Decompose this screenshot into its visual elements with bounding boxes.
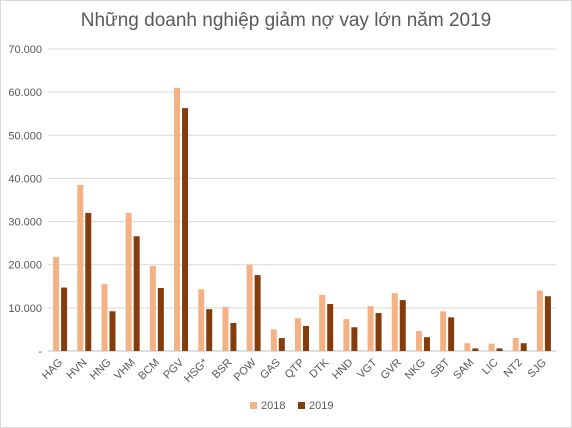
bar-2018-SBT	[440, 311, 447, 351]
y-tick-label: 50.000	[8, 130, 42, 142]
bar-2018-HSG*	[198, 289, 205, 351]
x-tick-label: VGT	[355, 356, 380, 381]
bar-2018-HNG	[101, 284, 108, 351]
x-tick-label: SAM	[451, 357, 476, 382]
legend-label-2018: 2018	[261, 400, 285, 412]
bar-2018-SJG	[536, 290, 543, 351]
bar-2019-NT2	[520, 343, 527, 351]
bar-2019-DTK	[327, 303, 334, 351]
bar-2019-HAG	[61, 287, 68, 351]
x-tick-label: VHM	[112, 357, 138, 383]
x-tick-label: LIC	[480, 357, 501, 378]
y-tick-label: 20.000	[8, 260, 42, 272]
bar-2018-NKG	[415, 331, 422, 351]
bar-2019-NKG	[423, 337, 430, 351]
bar-2019-LIC	[496, 348, 503, 351]
x-tick-label: BSR	[210, 357, 235, 382]
chart-title: Những doanh nghiệp giảm nợ vay lớn năm 2…	[80, 10, 492, 31]
bar-2019-POW	[254, 275, 261, 351]
x-tick-label: SJG	[525, 357, 549, 381]
x-tick-label: QTP	[283, 357, 307, 381]
x-tick-label: POW	[232, 356, 260, 384]
x-tick-label: GAS	[258, 357, 283, 382]
bar-2018-LIC	[488, 343, 495, 351]
bar-2018-HND	[343, 319, 350, 351]
x-tick-label: HND	[330, 357, 355, 382]
bar-2018-BSR	[222, 306, 229, 351]
bar-2019-QTP	[303, 325, 309, 351]
legend: 2018 2019	[250, 400, 333, 412]
bar-2019-PGV	[182, 108, 189, 351]
bar-2019-HNG	[109, 311, 116, 351]
bar-2019-HSG*	[206, 309, 213, 351]
bar-2019-BCM	[157, 288, 164, 351]
legend-label-2019: 2019	[309, 400, 333, 412]
bar-2018-DTK	[319, 294, 326, 351]
bar-2018-HVN	[77, 184, 84, 351]
bar-2018-PGV	[174, 87, 181, 351]
bar-2019-HVN	[85, 212, 92, 351]
bar-2018-HAG	[53, 256, 60, 351]
bar-2018-QTP	[295, 318, 301, 351]
legend-swatch-2018	[250, 402, 257, 409]
y-tick-label: 40.000	[8, 173, 42, 185]
y-axis-ticks: - 10.000 20.000 30.000 40.000 50.000 60.000 70.…	[8, 44, 42, 358]
x-tick-label: HAG	[40, 357, 65, 382]
bar-2019-GVR	[399, 300, 406, 351]
x-tick-label: HNG	[88, 357, 114, 383]
bar-2018-SAM	[464, 343, 471, 351]
y-tick-label: 30.000	[8, 217, 42, 229]
x-tick-label: NKG	[403, 357, 428, 382]
bar-2019-SJG	[544, 296, 551, 351]
y-tick-label: -	[38, 346, 42, 358]
x-tick-label: SBT	[429, 356, 453, 380]
y-tick-label: 10.000	[8, 303, 42, 315]
y-tick-label: 60.000	[8, 87, 42, 99]
y-tick-label: 70.000	[8, 44, 42, 56]
bar-2018-GVR	[391, 293, 398, 351]
bar-2018-VGT	[367, 306, 374, 351]
bar-2019-BSR	[230, 322, 237, 351]
bars	[53, 87, 551, 351]
bar-2019-HND	[351, 327, 358, 351]
bar-2018-BCM	[149, 266, 156, 351]
bar-2019-GAS	[278, 338, 285, 351]
x-tick-label: HVN	[64, 357, 89, 382]
bar-2018-VHM	[125, 212, 132, 351]
bar-2018-GAS	[270, 329, 277, 351]
bar-2019-SAM	[472, 348, 479, 351]
bar-2019-VGT	[375, 313, 382, 351]
bar-2018-NT2	[512, 338, 519, 351]
x-tick-label: GVR	[379, 357, 404, 382]
x-tick-label: HSG*	[182, 356, 211, 385]
bar-2018-POW	[246, 264, 253, 351]
legend-swatch-2019	[298, 402, 305, 409]
x-tick-label: DTK	[307, 356, 332, 381]
x-tick-label: NT2	[502, 357, 525, 380]
x-tick-label: BCM	[136, 357, 162, 383]
bar-2019-SBT	[448, 317, 455, 351]
bar-2019-VHM	[133, 236, 140, 351]
gridlines	[48, 48, 556, 352]
